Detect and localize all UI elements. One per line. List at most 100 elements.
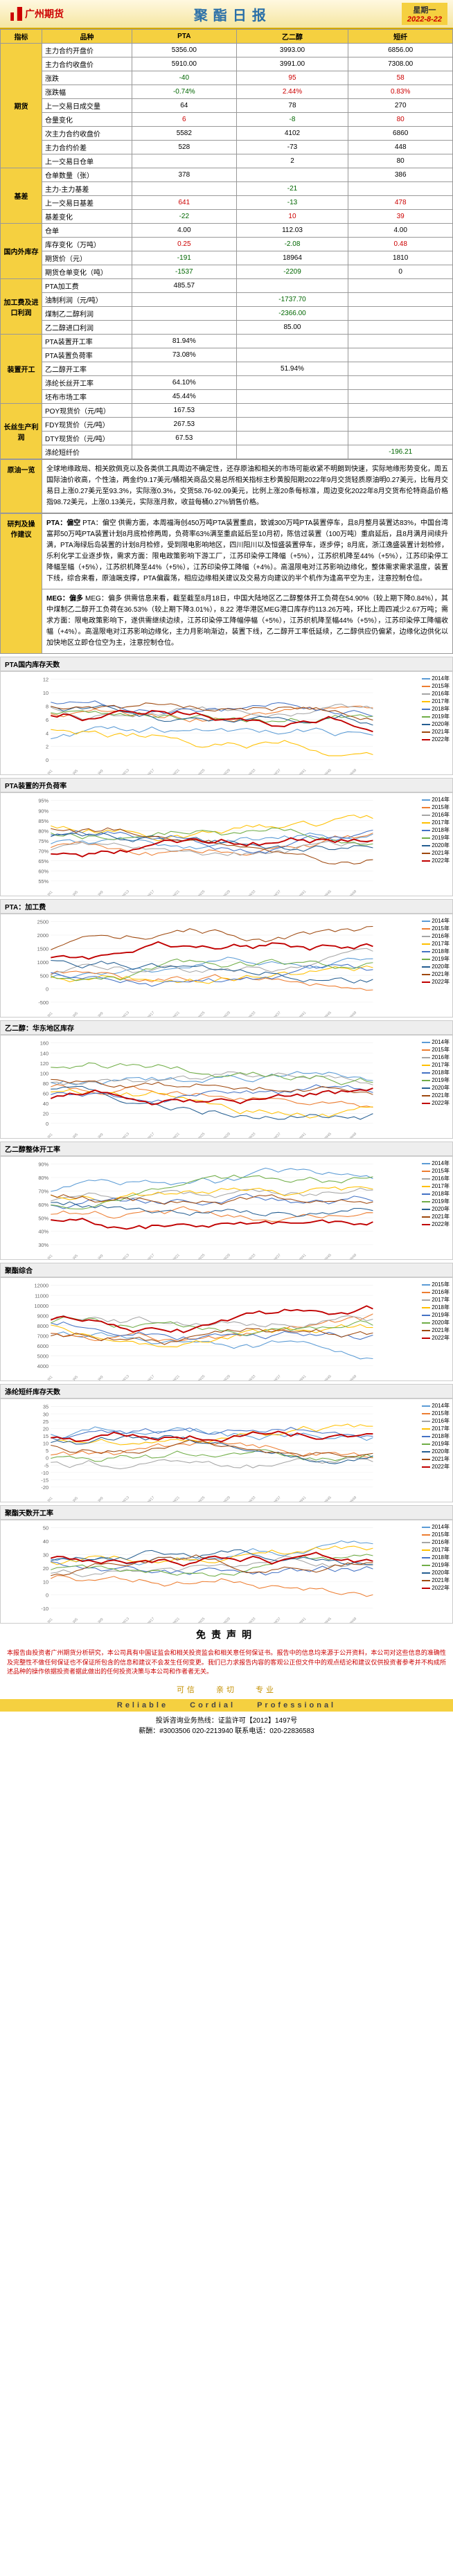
legend-swatch bbox=[422, 1580, 430, 1581]
svg-text:-20: -20 bbox=[41, 1484, 48, 1491]
legend-label: 2018年 bbox=[432, 1190, 450, 1198]
value-cell: 0.48 bbox=[348, 238, 453, 251]
svg-text:-5: -5 bbox=[44, 1462, 49, 1468]
table-row: 油制利润（元/吨）-1737.70 bbox=[1, 293, 453, 307]
svg-text:W37: W37 bbox=[274, 1011, 282, 1017]
svg-text:60%: 60% bbox=[38, 1202, 48, 1208]
svg-text:W33: W33 bbox=[248, 1495, 256, 1502]
chart-svg: -20-15-10-505101520253035W1W5W9W13W17W21… bbox=[1, 1399, 452, 1502]
weekday: 星期一 bbox=[407, 4, 442, 15]
value-cell bbox=[236, 348, 348, 362]
svg-text:W21: W21 bbox=[172, 1011, 181, 1017]
value-cell bbox=[132, 293, 237, 307]
chart-block: 涤纶短纤库存天数-20-15-10-505101520253035W1W5W9W… bbox=[0, 1384, 453, 1502]
chart-title: 聚酯天数开工率 bbox=[0, 1505, 453, 1520]
svg-text:160: 160 bbox=[40, 1040, 48, 1047]
svg-text:W37: W37 bbox=[274, 1374, 282, 1380]
legend-swatch bbox=[422, 1095, 430, 1096]
legend-swatch bbox=[422, 928, 430, 930]
table-row: 主力合约收盘价5910.003991.007308.00 bbox=[1, 57, 453, 71]
chart-area: -50005001000150020002500W1W5W9W13W17W21W… bbox=[0, 914, 453, 1018]
value-cell: 267.53 bbox=[132, 418, 237, 432]
legend-swatch bbox=[422, 1049, 430, 1051]
label-cell: 仓单 bbox=[42, 224, 132, 238]
value-cell: 64.10% bbox=[132, 376, 237, 390]
legend-item: 2016年 bbox=[422, 811, 450, 819]
legend-swatch bbox=[422, 1193, 430, 1195]
svg-text:W9: W9 bbox=[98, 1617, 105, 1623]
svg-text:6: 6 bbox=[46, 717, 48, 723]
oil-label: 原油一览 bbox=[1, 460, 42, 513]
category-cell: 基差 bbox=[1, 168, 42, 224]
legend-swatch bbox=[422, 1057, 430, 1058]
svg-text:1000: 1000 bbox=[37, 959, 48, 966]
svg-text:10: 10 bbox=[43, 690, 48, 696]
legend-swatch bbox=[422, 815, 430, 816]
table-row: 上一交易日基差641-13478 bbox=[1, 196, 453, 210]
legend-item: 2018年 bbox=[422, 1432, 450, 1440]
legend-label: 2022年 bbox=[432, 1220, 450, 1228]
legend-label: 2019年 bbox=[432, 1198, 450, 1205]
svg-text:85%: 85% bbox=[38, 818, 48, 824]
legend-label: 2017年 bbox=[432, 1182, 450, 1190]
svg-text:60: 60 bbox=[43, 1090, 48, 1096]
svg-text:W9: W9 bbox=[98, 769, 105, 774]
table-header: 短纤 bbox=[348, 30, 453, 44]
svg-text:W45: W45 bbox=[324, 1374, 332, 1380]
svg-text:W25: W25 bbox=[198, 1374, 206, 1380]
table-header: PTA bbox=[132, 30, 237, 44]
table-row: 仓量变化6-880 bbox=[1, 113, 453, 127]
svg-text:2: 2 bbox=[46, 744, 48, 750]
svg-text:W17: W17 bbox=[148, 889, 156, 896]
table-row: 主力合约价差528-73448 bbox=[1, 141, 453, 154]
legend-label: 2018年 bbox=[432, 826, 450, 834]
value-cell: 641 bbox=[132, 196, 237, 210]
category-cell: 国内外库存 bbox=[1, 224, 42, 279]
legend-swatch bbox=[422, 853, 430, 854]
svg-text:W25: W25 bbox=[198, 889, 206, 896]
chart-area: 024681012W1W5W9W13W17W21W25W29W33W37W41W… bbox=[0, 671, 453, 775]
legend-item: 2022年 bbox=[422, 857, 450, 864]
svg-text:W21: W21 bbox=[172, 1495, 181, 1502]
svg-text:W37: W37 bbox=[274, 1132, 282, 1138]
legend-swatch bbox=[422, 724, 430, 725]
legend-label: 2019年 bbox=[432, 955, 450, 963]
legend-swatch bbox=[422, 1557, 430, 1558]
chart-block: PTA国内库存天数024681012W1W5W9W13W17W21W25W29W… bbox=[0, 657, 453, 775]
svg-text:W25: W25 bbox=[198, 1011, 206, 1017]
svg-text:6000: 6000 bbox=[37, 1343, 48, 1349]
legend-label: 2022年 bbox=[432, 736, 450, 743]
value-cell bbox=[348, 182, 453, 196]
label-cell: PTA装置开工率 bbox=[42, 335, 132, 348]
legend-swatch bbox=[422, 1087, 430, 1089]
svg-text:W5: W5 bbox=[72, 890, 79, 896]
legend-swatch bbox=[422, 1224, 430, 1225]
label-cell: 坯布市场工率 bbox=[42, 390, 132, 404]
legend-item: 2021年 bbox=[422, 1092, 450, 1099]
chart-legend: 2014年2015年2016年2017年2018年2019年2020年2021年… bbox=[420, 1037, 451, 1108]
legend-swatch bbox=[422, 1444, 430, 1445]
svg-text:65%: 65% bbox=[38, 858, 48, 864]
legend-item: 2016年 bbox=[422, 1175, 450, 1182]
label-cell: 库存变化（万吨） bbox=[42, 238, 132, 251]
legend-swatch bbox=[422, 1542, 430, 1543]
legend-label: 2021年 bbox=[432, 1576, 450, 1584]
legend-swatch bbox=[422, 739, 430, 740]
legend-label: 2017年 bbox=[432, 1546, 450, 1554]
legend-swatch bbox=[422, 1072, 430, 1074]
value-cell bbox=[348, 307, 453, 321]
value-cell: -196.21 bbox=[348, 445, 453, 459]
label-cell: 上一交易日基差 bbox=[42, 196, 132, 210]
svg-text:1500: 1500 bbox=[37, 946, 48, 952]
table-row: 乙二醇开工率51.94% bbox=[1, 362, 453, 376]
svg-text:W45: W45 bbox=[324, 889, 332, 896]
svg-text:W21: W21 bbox=[172, 1132, 181, 1138]
legend-item: 2021年 bbox=[422, 728, 450, 736]
svg-text:20: 20 bbox=[43, 1565, 48, 1572]
value-cell bbox=[132, 362, 237, 376]
svg-text:W17: W17 bbox=[148, 1495, 156, 1502]
legend-swatch bbox=[422, 693, 430, 695]
svg-text:W1: W1 bbox=[47, 1375, 54, 1380]
svg-text:W41: W41 bbox=[299, 1253, 307, 1259]
table-row: 国内外库存仓单4.00112.034.00 bbox=[1, 224, 453, 238]
